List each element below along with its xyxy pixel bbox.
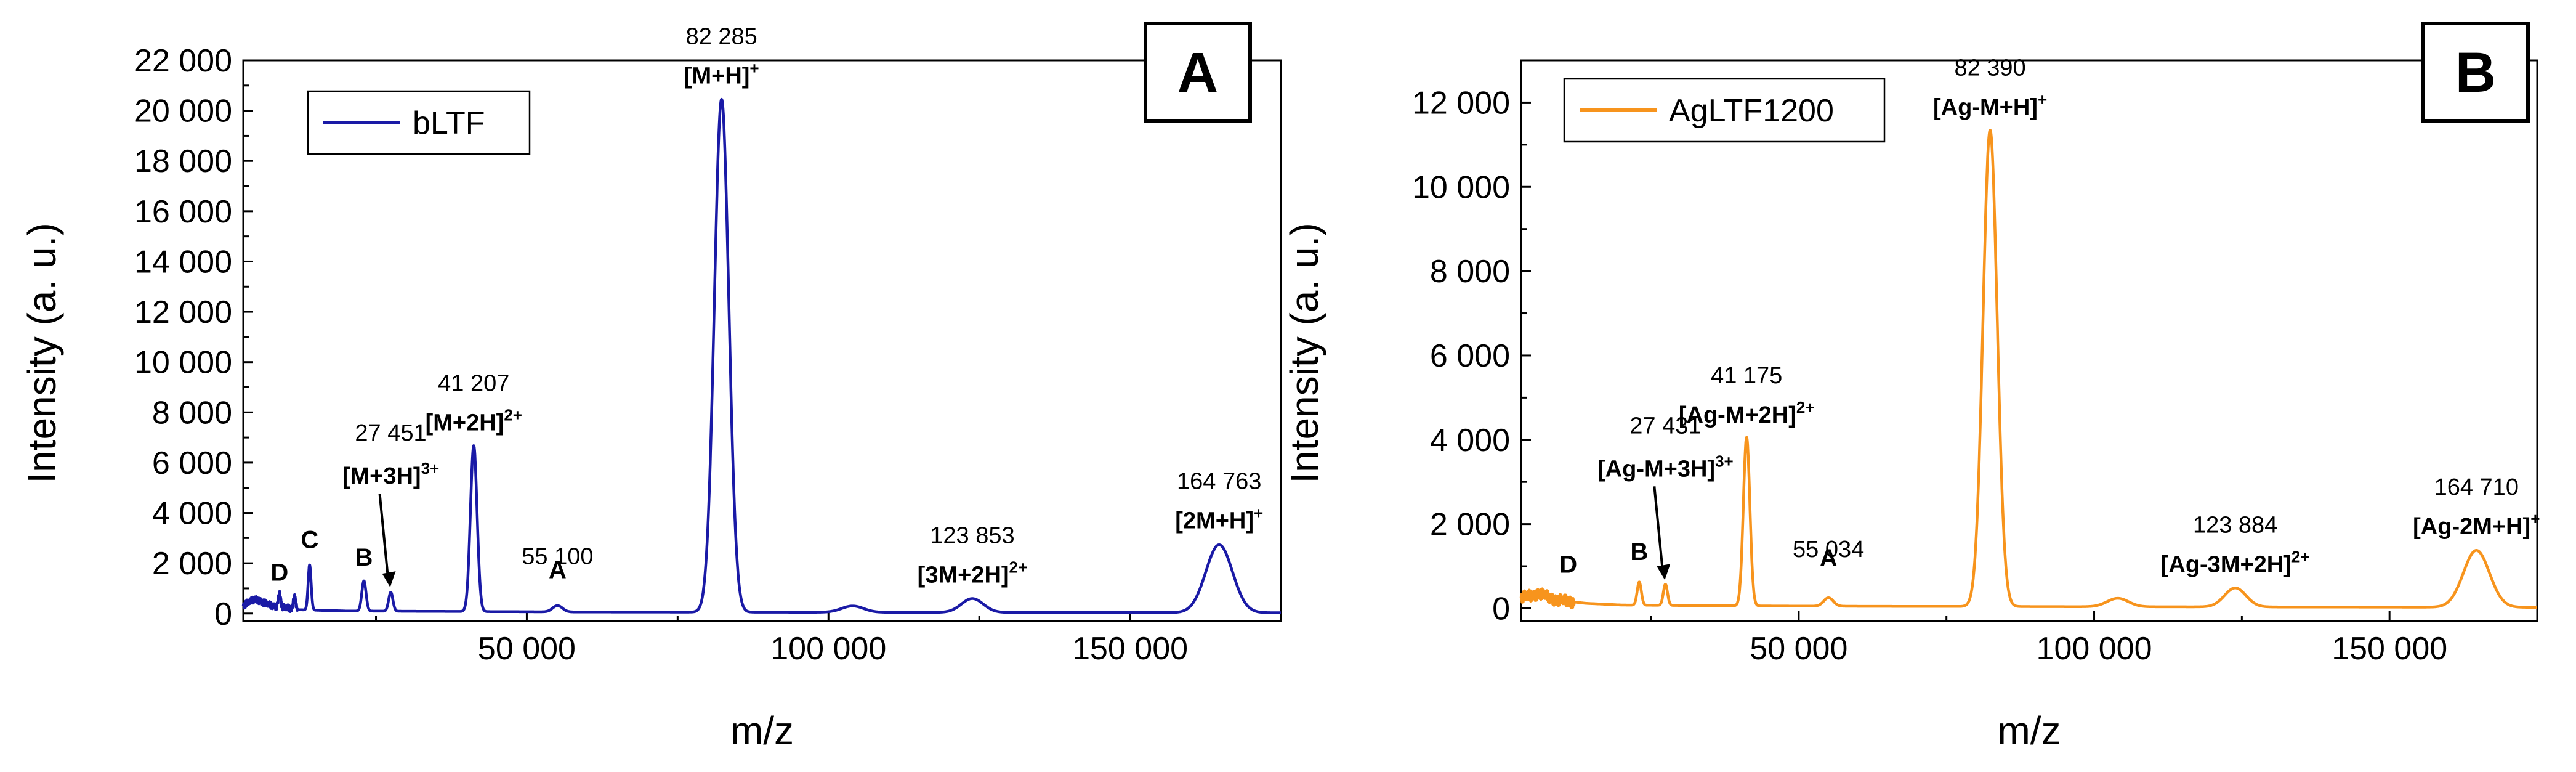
peak-species-text: [Ag-2M+H] [2413, 514, 2530, 540]
peak-charge-superscript: 2+ [2291, 548, 2310, 566]
y-tick-label: 8 000 [1430, 254, 1510, 290]
y-tick-label: 18 000 [134, 144, 232, 179]
y-tick-label: 4 000 [1430, 423, 1510, 458]
peak-species-text: [2M+H] [1175, 508, 1254, 534]
x-tick-label: 150 000 [2332, 631, 2447, 667]
peak-arrow-head [1657, 564, 1671, 580]
x-tick-label: 50 000 [1750, 631, 1847, 667]
y-tick-label: 0 [1492, 591, 1510, 627]
peak-species-label: [M+2H]2+ [426, 405, 522, 436]
x-axis-label: m/z [1997, 709, 2061, 753]
x-tick-label: 150 000 [1072, 631, 1188, 667]
peak-value-label: 55 100 [522, 544, 593, 570]
fragment-letter-label: D [270, 559, 288, 587]
y-tick-label: 8 000 [152, 395, 232, 431]
y-tick-label: 22 000 [134, 43, 232, 79]
fragment-letter-label: A [1820, 545, 1838, 572]
x-tick-label: 100 000 [2037, 631, 2152, 667]
peak-charge-superscript: 3+ [1715, 452, 1734, 470]
peak-charge-superscript: + [1254, 504, 1263, 522]
y-axis-label: Intensity (a. u.) [20, 222, 64, 483]
y-tick-label: 12 000 [1412, 85, 1510, 121]
y-tick-label: 10 000 [1412, 169, 1510, 205]
peak-species-text: [M+3H] [342, 463, 421, 489]
x-axis-label: m/z [730, 709, 794, 753]
spectrum-line [241, 97, 1282, 614]
peak-species-text: [Ag-3M+2H] [2161, 552, 2291, 578]
x-tick-label: 100 000 [770, 631, 886, 667]
peak-arrow-shaft [1653, 486, 1665, 574]
peak-species-text: [M+H] [684, 63, 750, 89]
fragment-letter-label: B [355, 544, 373, 571]
y-tick-label: 2 000 [1430, 507, 1510, 543]
peak-species-label: [M+H]+ [684, 59, 759, 89]
peak-species-text: [Ag-M+H] [1933, 94, 2038, 120]
y-tick-label: 10 000 [134, 345, 232, 381]
peak-species-label: [Ag-2M+H]+ [2413, 510, 2540, 540]
peak-value-label: 55 034 [1793, 537, 1864, 563]
y-tick-label: 4 000 [152, 496, 232, 532]
peak-species-text: [Ag-M+2H] [1679, 402, 1796, 428]
plot-frame [242, 59, 1282, 622]
peak-value-label: 27 431 [1629, 413, 1701, 439]
peak-value-label: 82 390 [1954, 55, 2025, 81]
peak-value-label: 164 763 [1177, 469, 1261, 495]
fragment-letter-label: C [301, 527, 318, 554]
panel-b-AgLTF1200: 0 2 000 4 000 6 000 8 000 10 000 12 000 50 000 1… [1282, 22, 2540, 753]
peak-charge-superscript: + [2038, 90, 2047, 108]
y-tick-label: 12 000 [134, 295, 232, 330]
plot-frame [1520, 59, 2538, 622]
panel-letter-box [1144, 22, 1252, 123]
peak-value-label: 123 853 [930, 522, 1014, 548]
peak-charge-superscript: 2+ [1009, 558, 1028, 576]
y-tick-label: 14 000 [134, 244, 232, 280]
peak-arrow-head [382, 571, 396, 588]
peak-arrow-shaft [378, 493, 390, 582]
y-tick-label: 6 000 [1430, 338, 1510, 374]
peak-charge-superscript: + [749, 59, 759, 77]
y-tick-label: 16 000 [134, 194, 232, 230]
x-tick-label: 50 000 [478, 631, 576, 667]
peak-species-label: [Ag-M+2H]2+ [1679, 398, 1815, 428]
peak-value-label: 82 285 [686, 23, 757, 49]
spectrum-line [1519, 129, 2538, 610]
panel-letter-box [2421, 22, 2530, 123]
peak-species-text: [Ag-M+3H] [1597, 456, 1715, 482]
legend-label: bLTF [413, 105, 485, 141]
peak-charge-superscript: 2+ [504, 405, 522, 424]
peak-species-label: [M+3H]3+ [342, 459, 439, 489]
legend-label: AgLTF1200 [1669, 93, 1834, 129]
fragment-letter-label: D [1559, 551, 1577, 578]
y-tick-label: 6 000 [152, 445, 232, 481]
peak-charge-superscript: 3+ [421, 459, 440, 477]
panel-letter: A [1177, 41, 1218, 104]
fragment-letter-label: B [1630, 538, 1648, 566]
y-tick-label: 0 [214, 596, 232, 632]
peak-species-text: [M+2H] [426, 410, 504, 436]
peak-value-label: 41 207 [438, 370, 509, 396]
y-axis-label: Intensity (a. u.) [1282, 222, 1326, 483]
panel-a-bLTF: 0 2 000 4 000 6 000 8 000 10 000 12 000 14 000 1… [20, 22, 1282, 753]
peak-species-text: [3M+2H] [918, 562, 1009, 588]
panel-letter: B [2455, 41, 2496, 104]
peak-value-label: 27 451 [355, 420, 426, 446]
peak-species-label: [Ag-M+H]+ [1933, 90, 2047, 120]
peak-species-label: [3M+2H]2+ [918, 558, 1028, 588]
fragment-letter-label: A [549, 557, 567, 584]
peak-charge-superscript: 2+ [1796, 398, 1815, 416]
peak-value-label: 123 884 [2193, 513, 2277, 538]
peak-species-label: [2M+H]+ [1175, 504, 1263, 534]
peak-species-label: [Ag-M+3H]3+ [1597, 452, 1734, 482]
peak-charge-superscript: + [2530, 510, 2540, 528]
y-tick-label: 2 000 [152, 546, 232, 582]
peak-value-label: 41 175 [1711, 363, 1782, 389]
peak-species-label: [Ag-3M+2H]2+ [2161, 548, 2310, 578]
y-tick-label: 20 000 [134, 94, 232, 129]
peak-value-label: 164 710 [2434, 474, 2519, 500]
